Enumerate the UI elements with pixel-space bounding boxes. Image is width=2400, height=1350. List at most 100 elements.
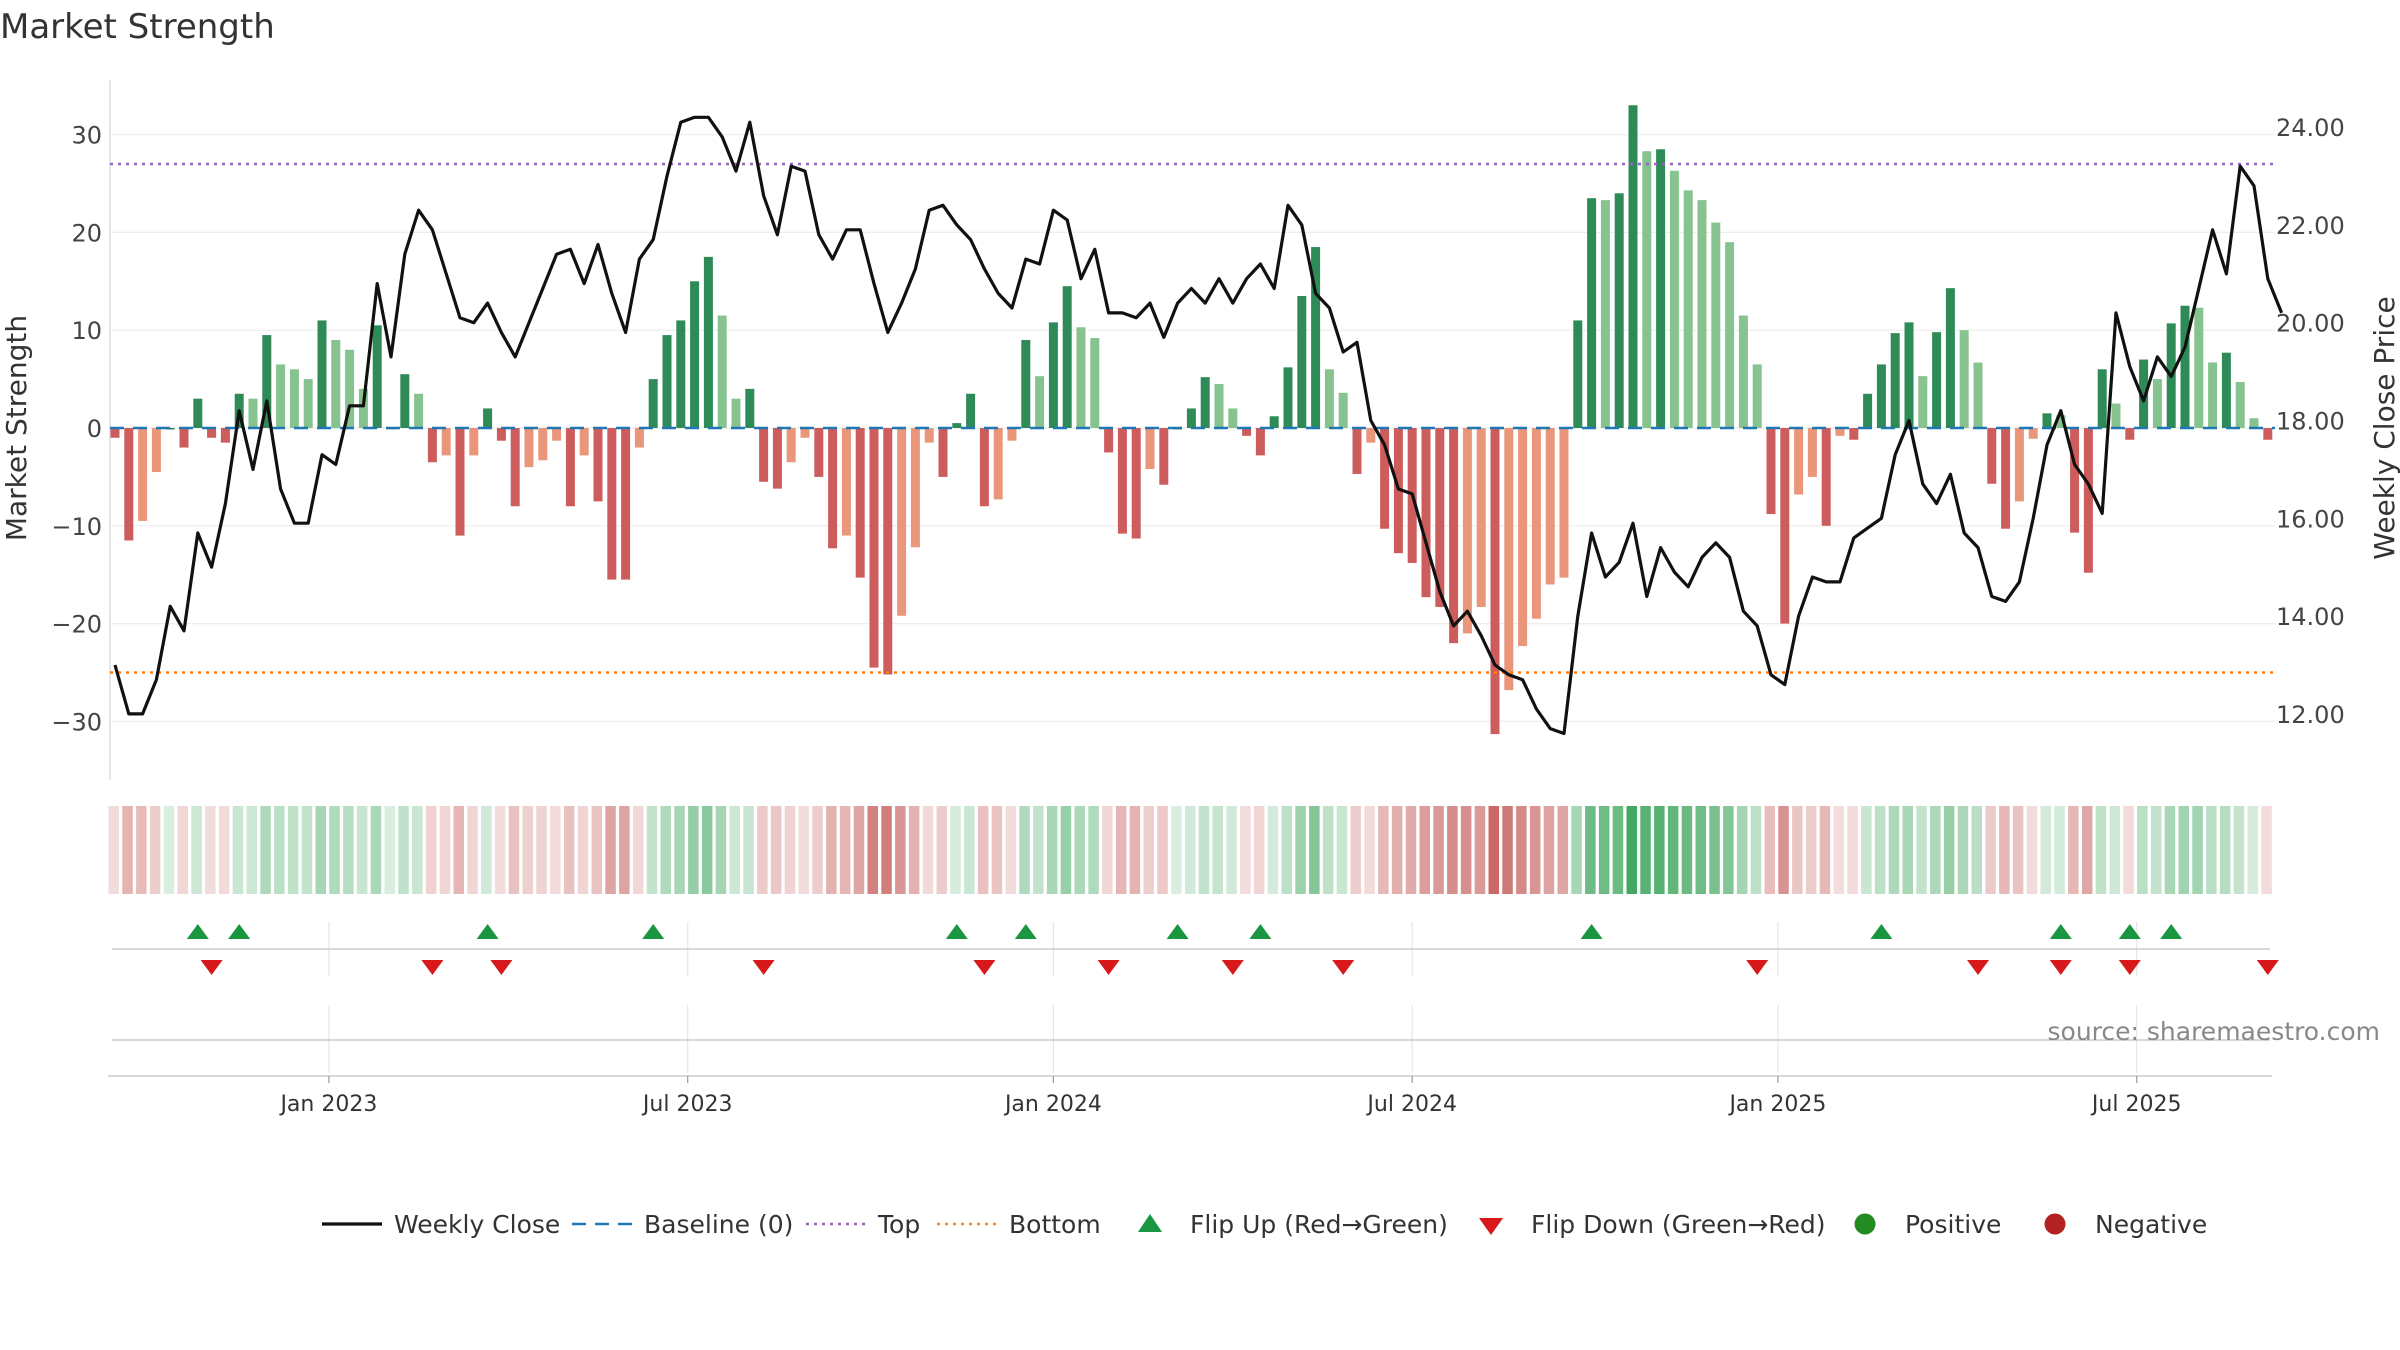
strength-bar — [1876, 364, 1886, 428]
legend-circle-icon — [2044, 1213, 2066, 1235]
heat-cell — [2247, 806, 2258, 894]
strength-bar — [1311, 247, 1321, 428]
heat-cell — [2137, 806, 2148, 894]
strength-bar — [1835, 428, 1845, 436]
heat-cell — [1736, 806, 1748, 894]
strength-bar — [786, 428, 796, 463]
heat-cell — [1805, 806, 1817, 894]
heat-cell — [743, 806, 754, 894]
strength-bars — [110, 105, 2273, 735]
heat-cell — [481, 806, 492, 894]
strength-bar — [1090, 338, 1100, 428]
heat-cell — [356, 806, 368, 894]
legend-item: Weekly Close — [322, 1210, 560, 1239]
strength-bar — [1545, 428, 1555, 585]
strength-bar — [2221, 352, 2231, 428]
strength-bar — [455, 428, 465, 536]
strength-bar — [1766, 428, 1776, 515]
heat-cell — [2150, 806, 2162, 894]
strength-bar — [814, 428, 824, 477]
heat-cell — [1336, 806, 1348, 894]
heat-cell — [1005, 806, 1016, 894]
strength-bar — [1573, 320, 1583, 428]
heat-cell — [715, 806, 727, 894]
flip-down-marker — [1746, 960, 1769, 975]
heat-cell — [701, 806, 713, 894]
strength-bar — [1104, 428, 1114, 453]
heat-cell — [839, 806, 851, 894]
legend: Weekly Close Baseline (0) Top Bottom Flip Up… — [322, 1210, 2207, 1239]
chart-title: Market Strength — [0, 7, 275, 47]
strength-bar — [938, 428, 948, 477]
heat-cell — [1240, 806, 1251, 894]
strength-bar — [731, 398, 741, 428]
flip-down-marker — [1221, 960, 1244, 975]
date-tick-label: Jul 2023 — [641, 1092, 733, 1117]
heat-cell — [964, 806, 975, 894]
strength-bar — [303, 379, 313, 428]
heat-cell — [1460, 806, 1472, 894]
legend-triangle-up-icon — [1138, 1214, 1162, 1232]
strength-bar — [1945, 288, 1955, 428]
heat-cell — [1115, 806, 1127, 894]
flip-down-marker — [1332, 960, 1355, 975]
strength-bar — [1725, 242, 1735, 428]
heat-cell — [1543, 806, 1555, 894]
strength-bar — [1697, 200, 1707, 428]
heat-cell — [287, 806, 299, 894]
strength-bar — [1669, 170, 1679, 428]
strength-bar — [1159, 428, 1169, 485]
heat-cell — [343, 806, 354, 894]
flip-up-marker — [1580, 924, 1603, 939]
heat-cell — [315, 806, 326, 894]
heat-cell — [384, 806, 395, 894]
flip-up-marker — [2118, 924, 2141, 939]
heat-cell — [1184, 806, 1196, 894]
left-axis-ticks: 30 20 10 0 −10 −20 −30 — [51, 122, 102, 737]
legend-label: Positive — [1905, 1210, 2001, 1239]
flip-down-marker — [2256, 960, 2279, 975]
heat-cell — [1171, 806, 1182, 894]
heat-cell — [1253, 806, 1265, 894]
strength-bar — [1904, 322, 1914, 428]
strength-bar — [248, 398, 258, 428]
heat-cell — [1764, 806, 1775, 894]
heat-cell — [1502, 806, 1513, 894]
heat-cell — [2109, 806, 2120, 894]
heat-cell — [798, 806, 809, 894]
strength-bar — [331, 339, 341, 428]
heat-cell — [895, 806, 906, 894]
heat-cell — [2233, 806, 2245, 894]
heat-cell — [1819, 806, 1831, 894]
strength-bar — [317, 320, 327, 428]
heat-cell — [770, 806, 782, 894]
right-tick-label: 18.00 — [2276, 408, 2345, 436]
heat-cell — [1433, 806, 1444, 894]
strength-bar — [1380, 428, 1390, 529]
heat-cell — [550, 806, 561, 894]
heat-cell — [1792, 806, 1803, 894]
date-tick-label: Jan 2023 — [278, 1092, 377, 1117]
flip-up-marker — [1249, 924, 1272, 939]
heat-cell — [1378, 806, 1389, 894]
legend-label: Top — [877, 1210, 920, 1239]
strength-bar — [2208, 362, 2218, 428]
strength-bar — [2042, 413, 2052, 428]
grid-layer — [109, 80, 2275, 1073]
heat-cell — [660, 806, 671, 894]
flip-down-marker — [973, 960, 996, 975]
heat-cell — [329, 806, 340, 894]
heat-cell — [2219, 806, 2231, 894]
right-axis-ticks: 24.00 22.00 20.00 18.00 16.00 14.00 12.00 — [2276, 114, 2345, 729]
heat-cell — [688, 806, 699, 894]
strength-bar — [427, 428, 437, 463]
heat-cell — [605, 806, 616, 894]
strength-bar — [621, 428, 631, 580]
strength-bar — [2014, 428, 2024, 502]
strength-bar — [2083, 428, 2093, 573]
strength-bar — [1504, 428, 1514, 691]
strength-bar — [1048, 322, 1058, 428]
heat-cell — [2123, 806, 2134, 894]
strength-bar — [2001, 428, 2011, 529]
heat-cell — [2012, 806, 2024, 894]
